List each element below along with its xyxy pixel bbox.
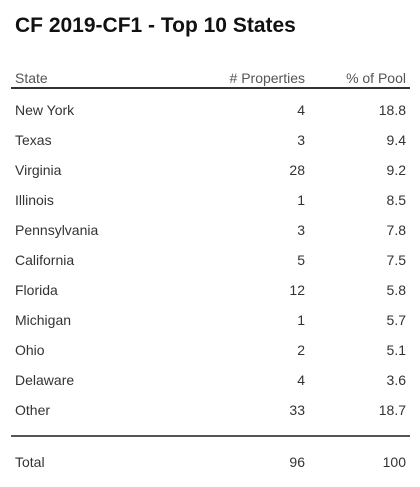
state-cell: Michigan xyxy=(15,312,72,328)
state-cell: Pennsylvania xyxy=(15,222,99,238)
state-cell: Other xyxy=(15,402,51,418)
page-title: CF 2019-CF1 - Top 10 States xyxy=(15,14,296,37)
pool-cell: 3.6 xyxy=(386,372,406,388)
properties-cell: 4 xyxy=(297,102,305,118)
state-cell: California xyxy=(15,252,75,268)
table-row: Delaware 4 3.6 xyxy=(11,365,410,395)
pool-cell: 7.5 xyxy=(386,252,406,268)
column-header-properties: # Properties xyxy=(201,62,309,89)
pool-cell: 5.8 xyxy=(386,282,406,298)
properties-cell: 5 xyxy=(297,252,305,268)
total-properties: 96 xyxy=(201,435,309,483)
column-header-state: State xyxy=(11,62,201,89)
properties-cell: 1 xyxy=(297,312,305,328)
properties-cell: 1 xyxy=(297,192,305,208)
state-cell: Virginia xyxy=(15,162,62,178)
pool-cell: 7.8 xyxy=(386,222,406,238)
table-body: New York 4 18.8 Texas 3 9.4 Virginia 28 9.2 Illin… xyxy=(11,88,410,436)
properties-cell: 3 xyxy=(297,132,305,148)
table-footer: Total 96 100 xyxy=(11,435,410,483)
states-table: State # Properties % of Pool New York 4 18… xyxy=(11,62,410,483)
table-row: Other 33 18.7 xyxy=(11,395,410,425)
states-table-container: State # Properties % of Pool New York 4 18… xyxy=(11,62,410,483)
header-row: State # Properties % of Pool xyxy=(11,62,410,89)
total-label: Total xyxy=(11,435,201,483)
properties-cell: 33 xyxy=(289,402,305,418)
pool-cell: 5.1 xyxy=(386,342,406,358)
table-row: Michigan 1 5.7 xyxy=(11,305,410,335)
state-cell: New York xyxy=(15,102,75,118)
pool-cell: 9.4 xyxy=(386,132,406,148)
table-row: Texas 3 9.4 xyxy=(11,125,410,155)
table-row: Florida 12 5.8 xyxy=(11,275,410,305)
properties-cell: 12 xyxy=(289,282,305,298)
pool-cell: 18.7 xyxy=(378,402,406,418)
total-row: Total 96 100 xyxy=(11,435,410,483)
state-cell: Delaware xyxy=(15,372,75,388)
pool-cell: 5.7 xyxy=(386,312,406,328)
table-row: Pennsylvania 3 7.8 xyxy=(11,215,410,245)
state-cell: Texas xyxy=(15,132,52,148)
table-row: California 5 7.5 xyxy=(11,245,410,275)
table-row: Ohio 2 5.1 xyxy=(11,335,410,365)
properties-cell: 2 xyxy=(297,342,305,358)
properties-cell: 28 xyxy=(289,162,305,178)
table-row: Virginia 28 9.2 xyxy=(11,155,410,185)
properties-cell: 3 xyxy=(297,222,305,238)
table-row: Illinois 1 8.5 xyxy=(11,185,410,215)
properties-cell: 4 xyxy=(297,372,305,388)
state-cell: Florida xyxy=(15,282,58,298)
pool-cell: 8.5 xyxy=(386,192,406,208)
spacer-cell xyxy=(11,425,410,436)
column-header-pool: % of Pool xyxy=(309,62,410,89)
total-pool: 100 xyxy=(309,435,410,483)
pool-cell: 18.8 xyxy=(378,102,406,118)
table-header: State # Properties % of Pool xyxy=(11,62,410,89)
spacer-row xyxy=(11,425,410,436)
pool-cell: 9.2 xyxy=(386,162,406,178)
state-cell: Ohio xyxy=(15,342,45,358)
table-row: New York 4 18.8 xyxy=(11,88,410,125)
state-cell: Illinois xyxy=(15,192,54,208)
